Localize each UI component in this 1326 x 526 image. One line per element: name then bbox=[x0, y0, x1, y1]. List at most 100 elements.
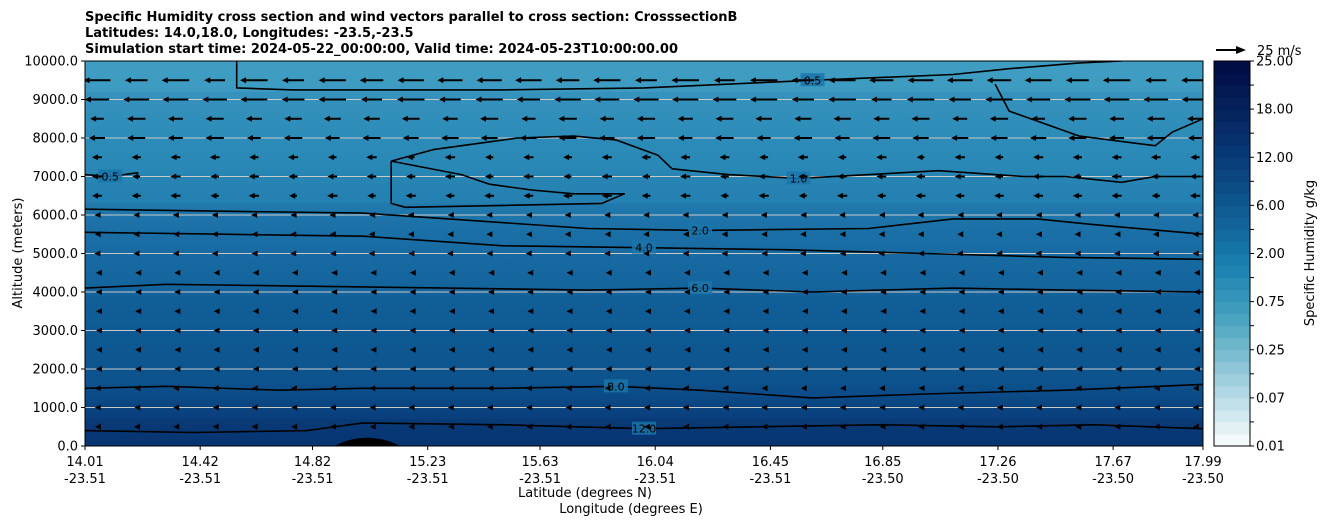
wind-vector-head bbox=[566, 308, 573, 315]
wind-vector-head bbox=[486, 212, 493, 218]
x-tick-label-lon: -23.50 bbox=[862, 472, 904, 487]
wind-vector-head bbox=[370, 289, 377, 295]
wind-vector-head bbox=[174, 366, 181, 372]
wind-vector-head bbox=[251, 231, 258, 238]
x-tick-label-lat: 16.85 bbox=[864, 455, 901, 470]
wind-vector-head bbox=[1076, 289, 1083, 295]
wind-vector-head bbox=[605, 366, 612, 372]
wind-vector-head bbox=[331, 346, 338, 353]
chart-title-line-3: Simulation start time: 2024-05-22_00:00:… bbox=[85, 42, 678, 57]
wind-vector-head bbox=[566, 366, 573, 372]
wind-vector-head bbox=[1154, 366, 1161, 372]
wind-vector-head bbox=[762, 327, 769, 334]
wind-vector-head bbox=[209, 154, 216, 161]
wind-vector-head bbox=[485, 154, 492, 161]
wind-vector-head bbox=[94, 212, 101, 218]
wind-vector-head bbox=[91, 154, 98, 161]
x-tick-label-lat: 16.45 bbox=[752, 455, 789, 470]
wind-vector-head bbox=[880, 289, 887, 295]
wind-vector-head bbox=[762, 269, 769, 276]
wind-vector-head bbox=[1192, 250, 1199, 257]
wind-vector-head bbox=[292, 289, 299, 295]
wind-vector-head bbox=[409, 308, 416, 315]
wind-vector-head bbox=[791, 96, 798, 103]
wind-vector-head bbox=[879, 423, 886, 430]
wind-vector-head bbox=[331, 366, 338, 372]
wind-vector-head bbox=[1152, 250, 1159, 257]
wind-vector-head bbox=[1076, 269, 1083, 276]
wind-vector-head bbox=[1036, 423, 1043, 430]
x-tick-label-lat: 15.63 bbox=[521, 455, 558, 470]
wind-vector-head bbox=[447, 231, 454, 238]
contour-label-bg bbox=[632, 421, 656, 435]
wind-vector-head bbox=[912, 135, 919, 141]
wind-vector-head bbox=[565, 404, 572, 411]
wind-vector-head bbox=[408, 404, 415, 411]
wind-vector-head bbox=[131, 192, 138, 199]
wind-vector-head bbox=[907, 77, 914, 84]
wind-vector-head bbox=[1037, 327, 1044, 334]
wind-vector-head bbox=[318, 77, 325, 84]
wind-vector-head bbox=[564, 231, 571, 238]
wind-vector-head bbox=[958, 289, 965, 295]
wind-vector-head bbox=[94, 385, 101, 392]
wind-vector-head bbox=[408, 231, 415, 238]
wind-vector-head bbox=[1192, 231, 1199, 238]
wind-vector-head bbox=[202, 96, 209, 103]
wind-vector-head bbox=[292, 308, 299, 315]
wind-vector-head bbox=[750, 96, 757, 103]
x-tick-label-lon: -23.51 bbox=[634, 472, 676, 487]
wind-vector-head bbox=[132, 173, 139, 180]
wind-vector-head bbox=[840, 308, 847, 315]
wind-vector-head bbox=[487, 404, 494, 411]
colorbar-segment bbox=[1214, 121, 1250, 134]
wind-vector-head bbox=[1065, 77, 1072, 84]
wind-vector-head bbox=[566, 289, 573, 295]
humidity-band-0 bbox=[85, 61, 1203, 92]
wind-vector-head bbox=[251, 212, 258, 218]
wind-vector-head bbox=[684, 327, 691, 334]
wind-vector-head bbox=[917, 231, 924, 238]
wind-vector-head bbox=[684, 269, 691, 276]
wind-vector-head bbox=[839, 404, 846, 411]
wind-vector-head bbox=[133, 250, 140, 257]
wind-vector-head bbox=[170, 173, 177, 180]
wind-vector-head bbox=[437, 77, 444, 84]
wind-vector-head bbox=[1194, 366, 1201, 372]
wind-vector-head bbox=[644, 385, 651, 392]
colorbar-segment bbox=[1214, 385, 1250, 399]
wind-vector-head bbox=[761, 231, 768, 238]
wind-vector-head bbox=[1033, 154, 1040, 161]
wind-vector-head bbox=[173, 231, 180, 238]
wind-vector-head bbox=[135, 327, 142, 334]
wind-vector-head bbox=[1111, 192, 1118, 199]
wind-vector-head bbox=[758, 173, 765, 180]
wind-vector-head bbox=[94, 231, 101, 238]
wind-vector-head bbox=[834, 135, 841, 141]
wind-vector-head bbox=[643, 231, 650, 238]
x-tick-label-lat: 17.99 bbox=[1184, 455, 1221, 470]
wind-vector-head bbox=[565, 385, 572, 392]
colorbar-segment bbox=[1214, 133, 1250, 146]
wind-vector-head bbox=[558, 135, 565, 141]
wind-vector-head bbox=[680, 154, 687, 161]
wind-vector-head bbox=[798, 192, 805, 199]
contour-lines: 0.50.5 1.02.04.06.08.012.0 bbox=[85, 61, 1203, 436]
wind-vector-head bbox=[527, 366, 534, 372]
wind-vector-head bbox=[525, 231, 532, 238]
wind-vector-head bbox=[644, 327, 651, 334]
wind-vector-head bbox=[1154, 308, 1161, 315]
y-tick-label: 3000.0 bbox=[33, 324, 79, 339]
colorbar-segment bbox=[1214, 349, 1250, 363]
wind-vector-head bbox=[1068, 115, 1075, 122]
wind-vector-head bbox=[919, 366, 926, 372]
wind-vector-head bbox=[397, 77, 404, 84]
wind-vector-head bbox=[204, 77, 211, 84]
wind-vector-head bbox=[251, 423, 258, 430]
wind-vector-head bbox=[749, 77, 756, 84]
wind-vector-head bbox=[1076, 327, 1083, 334]
wind-vector-head bbox=[762, 346, 769, 353]
wind-vector-head bbox=[840, 327, 847, 334]
wind-vector-head bbox=[801, 346, 808, 353]
wind-vector-head bbox=[998, 269, 1005, 276]
